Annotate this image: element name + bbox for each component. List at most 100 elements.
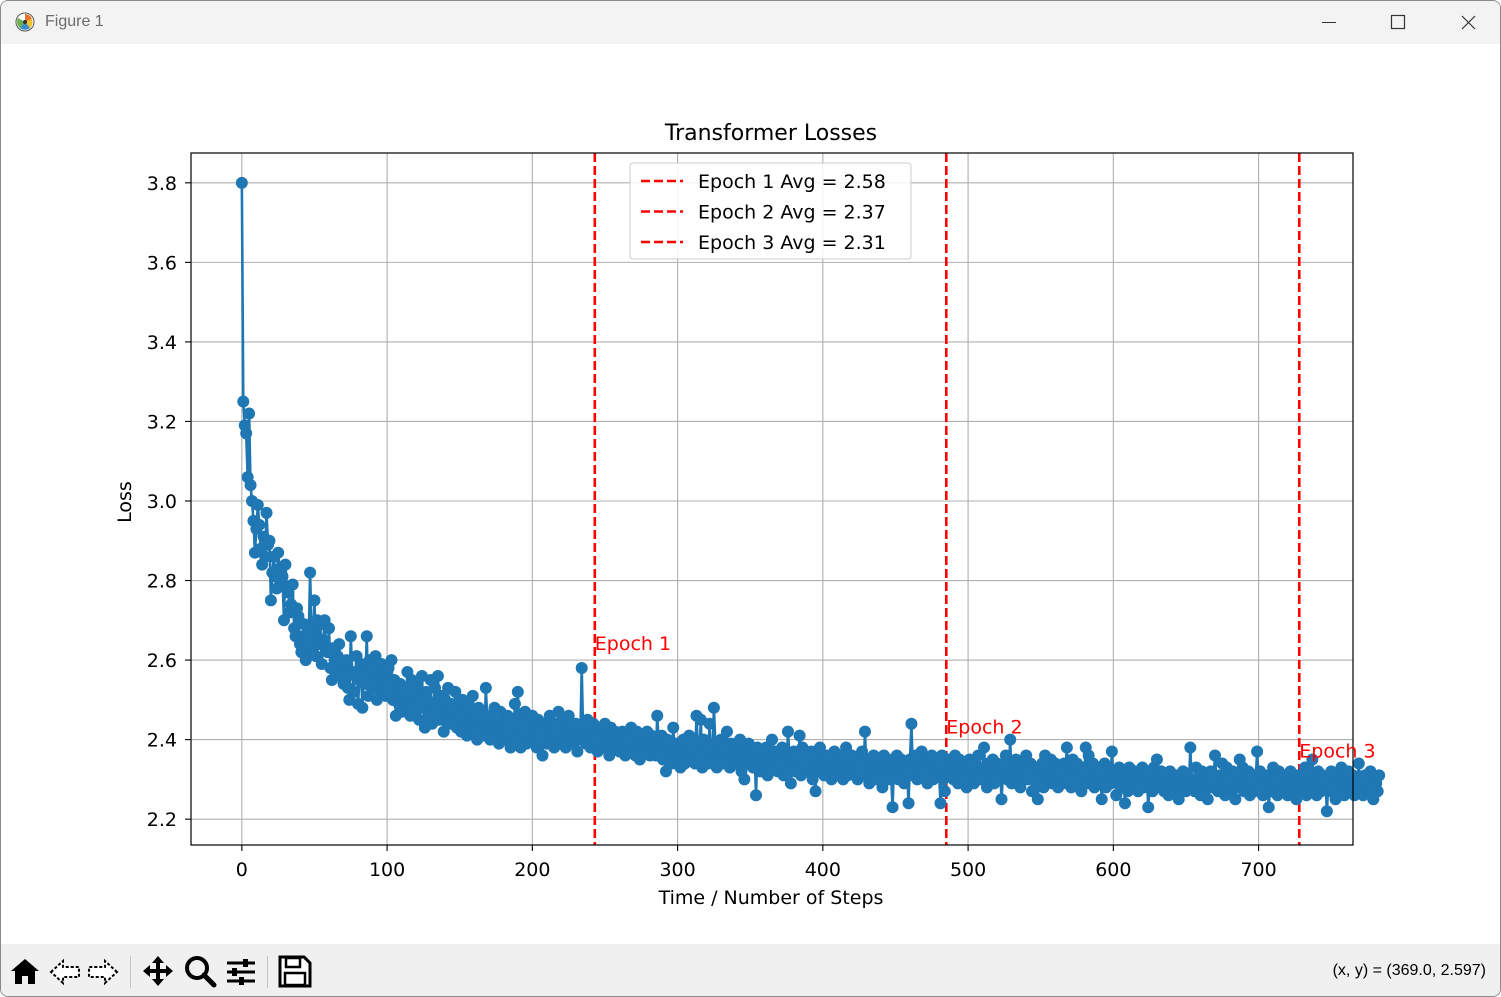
maximize-icon — [1390, 14, 1406, 30]
loss-point — [876, 781, 889, 794]
loss-point — [707, 701, 720, 714]
loss-point — [237, 395, 250, 408]
loss-point — [356, 701, 369, 714]
loss-point — [344, 630, 357, 643]
y-axis-label: Loss — [114, 481, 136, 523]
loss-point — [1306, 753, 1319, 766]
loss-point — [1201, 793, 1214, 806]
loss-point — [264, 594, 277, 607]
navigation-toolbar: (x, y) = (369.0, 2.597) — [1, 944, 1500, 996]
loss-point — [304, 566, 317, 579]
loss-point — [511, 685, 524, 698]
loss-point — [934, 797, 947, 810]
forward-button[interactable] — [85, 954, 121, 988]
x-tick-label: 400 — [805, 859, 841, 881]
configure-subplots-button[interactable] — [223, 954, 259, 988]
loss-point — [1031, 793, 1044, 806]
pan-button[interactable] — [140, 954, 176, 988]
loss-point — [562, 709, 575, 722]
epoch-annotations: Epoch 1 Epoch 2 Epoch 3 — [595, 633, 1376, 762]
axes-frame — [190, 152, 1354, 846]
zoom-icon — [185, 956, 217, 988]
loss-point — [720, 725, 733, 738]
figure-canvas[interactable]: 0 100 200 300 400 500 600 700 2.2 2.4 2.6 2.8 3.0 3.2… — [1, 44, 1500, 944]
back-button[interactable] — [47, 954, 83, 988]
loss-point — [251, 498, 264, 511]
loss-point — [1371, 785, 1384, 798]
y-tick-label: 2.8 — [147, 571, 177, 593]
back-icon — [49, 958, 80, 986]
loss-point — [333, 638, 346, 651]
loss-point — [858, 725, 871, 738]
loss-point — [253, 518, 266, 531]
y-tick-label: 2.4 — [147, 730, 177, 752]
minimize-button[interactable] — [1293, 1, 1363, 44]
toolbar-separator — [130, 956, 131, 988]
legend-label: Epoch 2 Avg = 2.37 — [698, 202, 886, 224]
loss-point — [703, 717, 716, 730]
cursor-coordinates: (x, y) = (369.0, 2.597) — [1332, 962, 1486, 979]
chart-title: Transformer Losses — [664, 121, 877, 146]
loss-point — [466, 689, 479, 702]
loss-point — [259, 550, 272, 563]
loss-point — [260, 506, 273, 519]
matplotlib-icon — [15, 12, 35, 32]
loss-point — [276, 570, 289, 583]
window-title: Figure 1 — [45, 13, 104, 30]
loss-point — [902, 797, 915, 810]
loss-point — [813, 741, 826, 754]
y-tick-label: 3.0 — [147, 491, 177, 513]
save-button[interactable] — [277, 954, 313, 988]
loss-point — [243, 407, 256, 420]
grid — [191, 153, 1353, 845]
loss-point — [886, 801, 899, 814]
home-button[interactable] — [7, 954, 43, 988]
loss-point — [479, 681, 492, 694]
loss-point — [1004, 733, 1017, 746]
x-tick-label: 500 — [950, 859, 986, 881]
close-button[interactable] — [1433, 1, 1500, 44]
chart: 0 100 200 300 400 500 600 700 2.2 2.4 2.6 2.8 3.0 3.2… — [114, 121, 1386, 909]
y-tick-label: 2.2 — [147, 809, 177, 831]
loss-point — [360, 630, 373, 643]
save-icon — [278, 955, 312, 988]
loss-point — [938, 785, 951, 798]
loss-point — [978, 741, 991, 754]
close-icon — [1461, 15, 1476, 30]
loss-point — [272, 546, 285, 559]
loss-point — [385, 654, 398, 667]
loss-point — [449, 685, 462, 698]
epoch-annotation: Epoch 2 — [946, 717, 1022, 739]
loss-point — [1105, 745, 1118, 758]
loss-point — [667, 721, 680, 734]
legend-box — [629, 162, 912, 260]
y-tick-label: 2.6 — [147, 650, 177, 672]
loss-point — [809, 785, 822, 798]
loss-point — [898, 777, 911, 790]
title-bar[interactable]: Figure 1 — [1, 1, 1500, 44]
epoch-annotation: Epoch 3 — [1299, 741, 1375, 763]
zoom-button[interactable] — [182, 954, 218, 988]
y-tick-label: 3.4 — [147, 332, 177, 354]
loss-series — [235, 176, 1386, 818]
loss-point — [299, 654, 312, 667]
epoch-annotation: Epoch 1 — [595, 633, 671, 655]
configure-subplots-icon — [227, 959, 255, 985]
loss-point — [308, 594, 321, 607]
loss-point — [738, 773, 751, 786]
x-tick-label: 600 — [1095, 859, 1131, 881]
maximize-button[interactable] — [1363, 1, 1433, 44]
loss-point — [776, 741, 789, 754]
loss-point — [340, 654, 353, 667]
loss-point — [1373, 769, 1386, 782]
loss-point — [575, 662, 588, 675]
loss-point — [279, 558, 292, 571]
axis-ticks: 0 100 200 300 400 500 600 700 2.2 2.4 2.6 2.8 3.0 3.2… — [147, 173, 1277, 881]
loss-point — [995, 793, 1008, 806]
home-icon — [11, 959, 39, 984]
y-tick-label: 3.8 — [147, 173, 177, 195]
loss-point — [750, 789, 763, 802]
x-tick-label: 200 — [514, 859, 550, 881]
loss-point — [781, 725, 794, 738]
loss-point — [651, 709, 664, 722]
